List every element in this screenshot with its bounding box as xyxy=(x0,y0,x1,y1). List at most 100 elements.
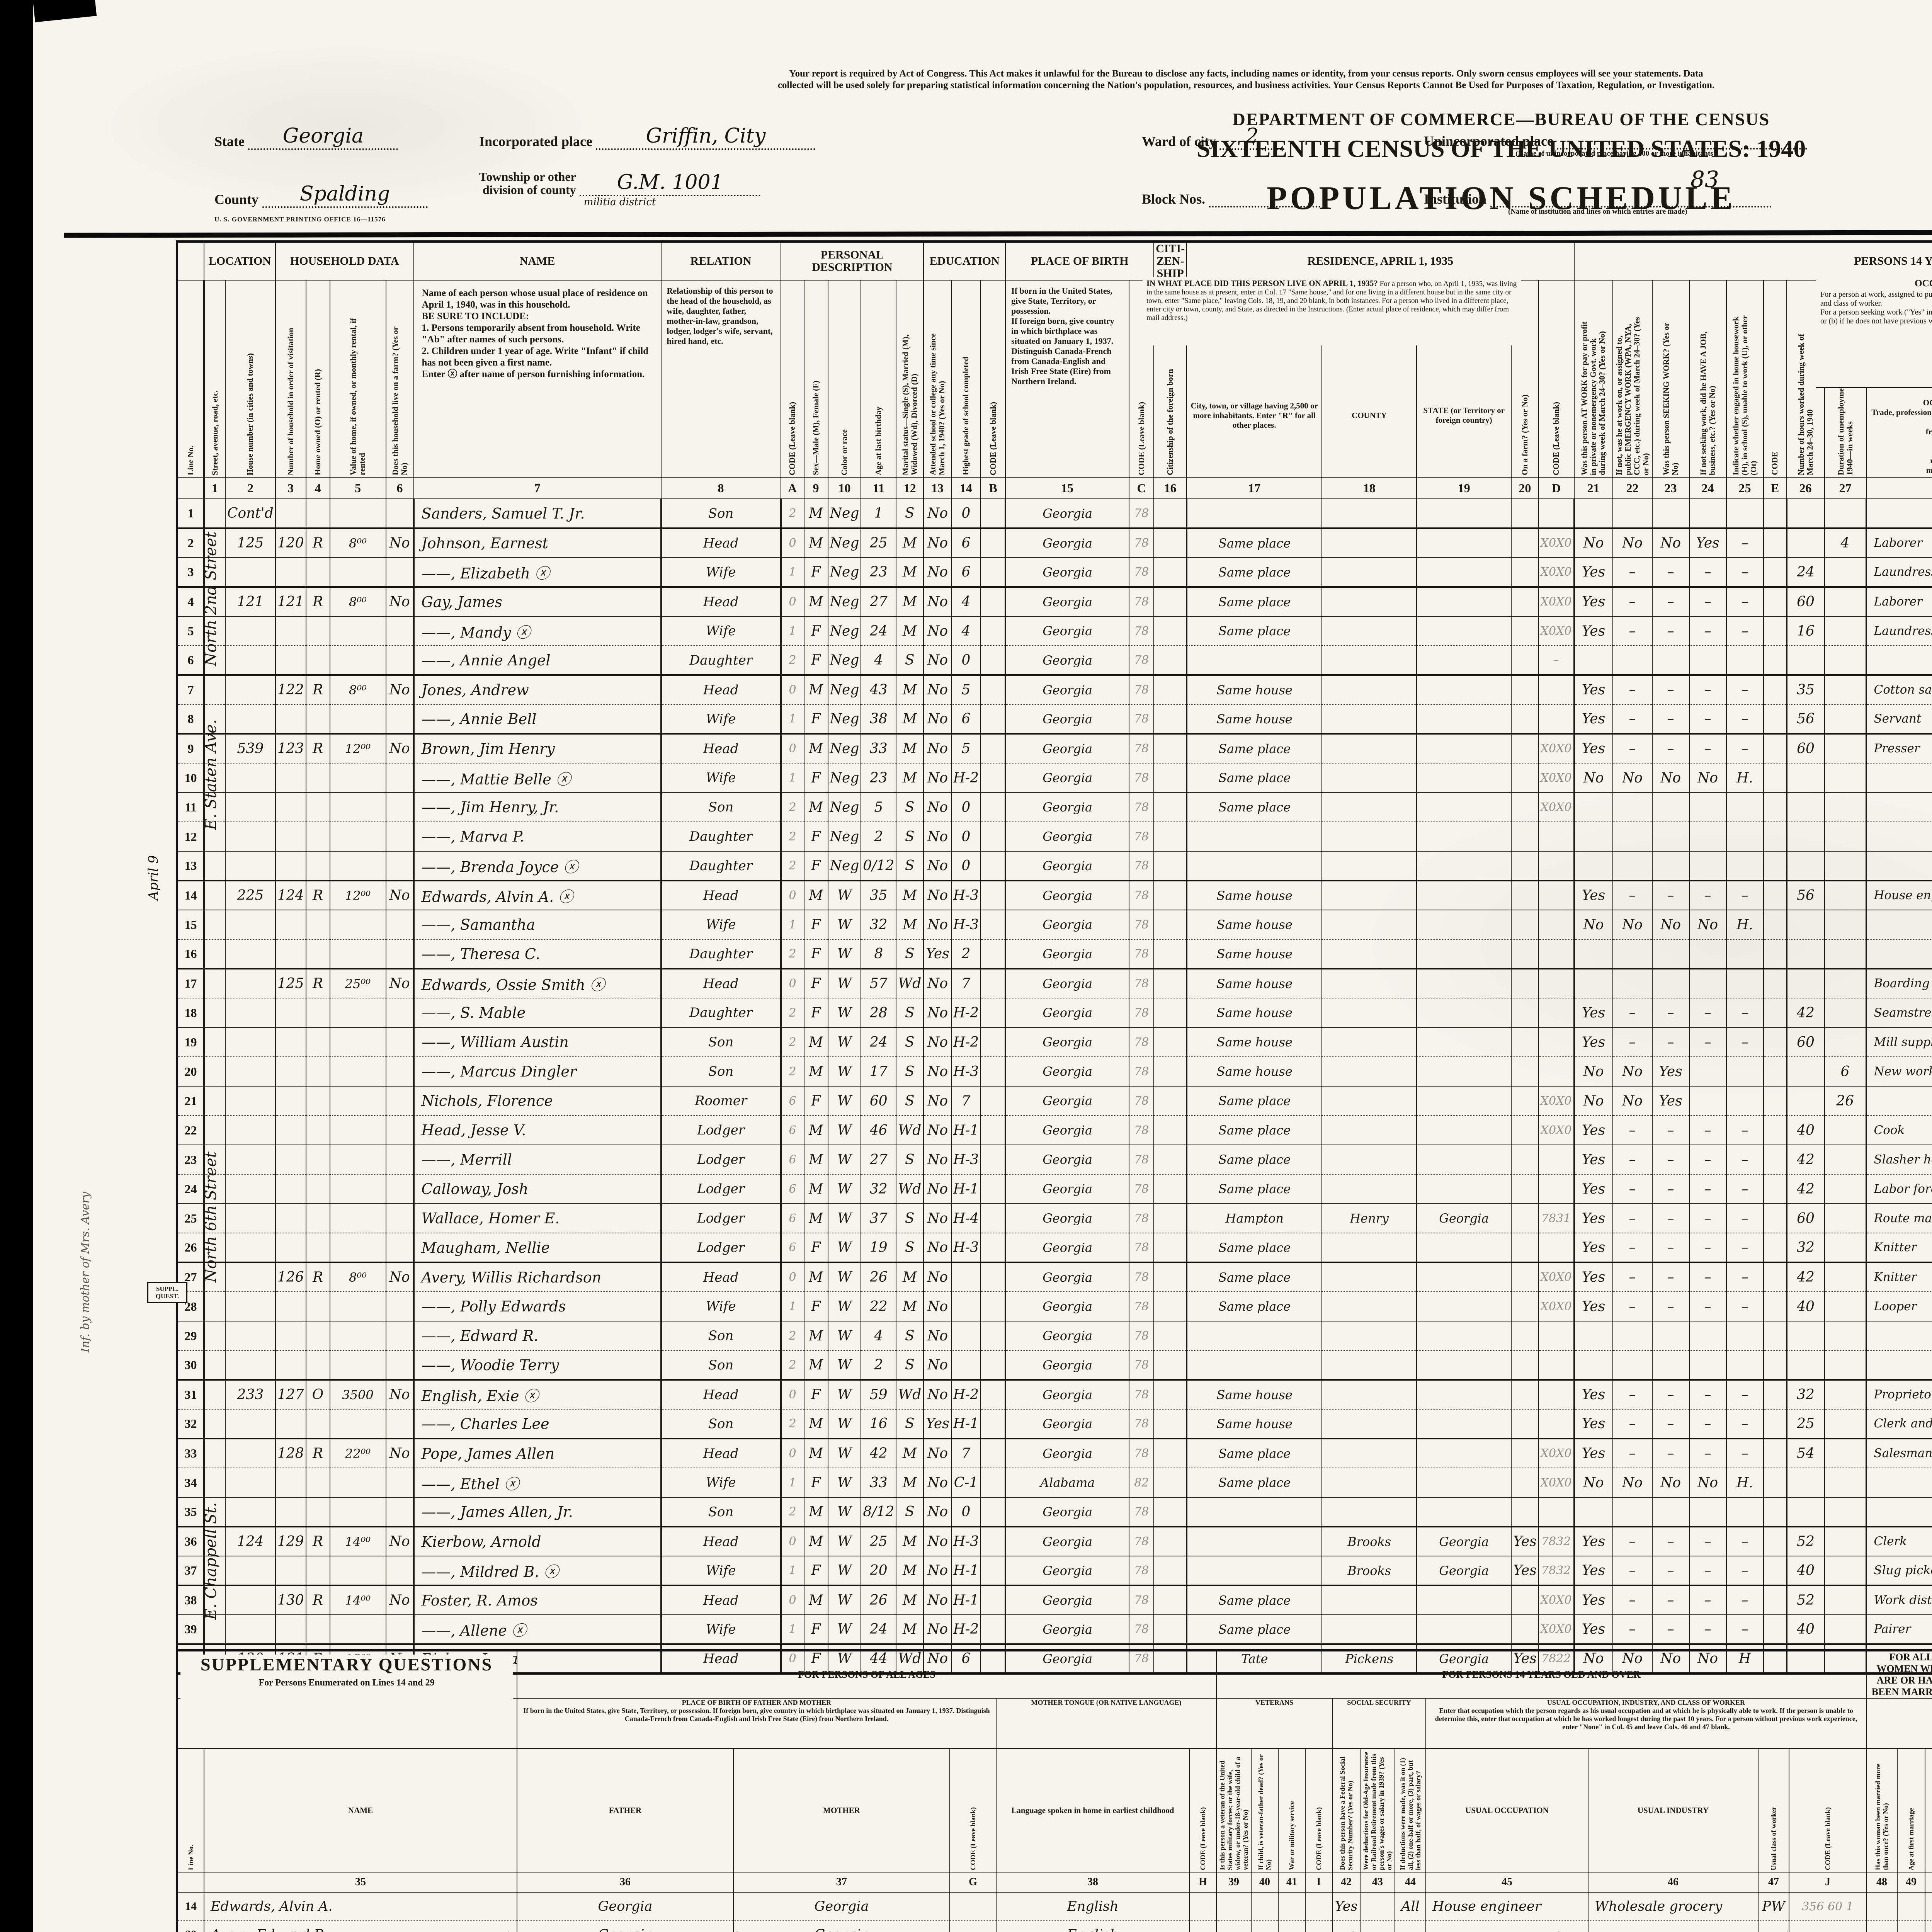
street-cell xyxy=(204,1116,226,1145)
owned-or-rented xyxy=(305,646,330,676)
sex: M xyxy=(803,793,828,822)
residence-1935-state xyxy=(1416,939,1512,969)
residence-1935-city xyxy=(1186,1527,1323,1556)
code-c: 78 xyxy=(1129,1292,1155,1321)
at-work: Yes xyxy=(1573,1204,1613,1233)
place-of-birth: Georgia xyxy=(1005,499,1130,529)
residence-1935-city: Same place xyxy=(1186,616,1323,646)
marital-status: S xyxy=(896,851,925,881)
code-b xyxy=(980,587,1007,617)
code-a: 2 xyxy=(780,822,804,852)
household-number xyxy=(275,1409,306,1439)
age: 8 xyxy=(861,939,897,969)
unemployment-duration xyxy=(1824,1174,1867,1204)
residence-1935-county xyxy=(1321,1380,1417,1410)
place-of-birth: Georgia xyxy=(1005,1086,1130,1116)
code-d xyxy=(1538,1174,1575,1204)
at-work: Yes xyxy=(1573,1027,1613,1057)
note-col21: Col. 21. WAS THIS PERSON AT WORK? Enter … xyxy=(1548,1930,1765,1932)
line-number: 38 xyxy=(177,1585,205,1615)
person-row: 1 Cont'd Sanders, Samuel T. Jr. Son 2 M … xyxy=(177,499,1932,529)
age: 20 xyxy=(861,1556,897,1586)
has-job xyxy=(1689,499,1727,529)
age: 42 xyxy=(861,1439,897,1468)
code-e xyxy=(1763,704,1787,735)
code-a: 0 xyxy=(780,587,804,617)
person-name: Kierbow, Arnold xyxy=(413,1527,662,1556)
has-job: – xyxy=(1689,616,1727,646)
line-number: 7 xyxy=(177,675,205,705)
sex: M xyxy=(803,1204,828,1233)
owned-or-rented xyxy=(305,499,330,529)
sex: M xyxy=(803,1585,828,1615)
relation: Roomer xyxy=(660,1086,782,1116)
marital-status: Wd xyxy=(896,969,925,998)
unemployment-duration xyxy=(1824,1027,1867,1057)
hours-worked: 42 xyxy=(1786,1262,1825,1292)
house-number xyxy=(225,1497,276,1527)
race: Neg xyxy=(827,558,862,588)
code-b xyxy=(980,1321,1007,1351)
code-b xyxy=(980,793,1007,822)
household-number xyxy=(275,616,306,646)
residence-1935-city: Same house xyxy=(1186,939,1323,969)
code-d: X0X0 xyxy=(1538,587,1575,617)
highest-grade: 6 xyxy=(951,704,981,735)
attended-school: No xyxy=(923,881,952,910)
household-number xyxy=(275,1350,306,1381)
line-number: 13 xyxy=(177,851,205,881)
person-name: ——, Edward R. xyxy=(413,1321,662,1351)
street-cell xyxy=(204,1027,226,1057)
residence-1935-state xyxy=(1416,1262,1512,1292)
emergency-work: – xyxy=(1612,558,1653,588)
column-description: Name of each person whose usual place of… xyxy=(413,280,662,478)
marital-status: S xyxy=(896,1350,925,1381)
column-description: Color or race xyxy=(827,280,862,478)
institution-field: Institution (Name of institution and lin… xyxy=(1424,182,1772,216)
has-job xyxy=(1689,1350,1727,1381)
column-number: E xyxy=(1763,477,1787,499)
residence-1935-farm xyxy=(1511,616,1539,646)
code-c: 78 xyxy=(1129,558,1155,588)
attended-school: No xyxy=(923,1585,952,1615)
code-a: 2 xyxy=(780,1497,804,1527)
person-name: ——, Annie Angel xyxy=(413,646,662,676)
seeking-work: – xyxy=(1651,1409,1690,1439)
housework-school-other: – xyxy=(1726,881,1764,910)
farm-household: No xyxy=(385,881,415,910)
home-value xyxy=(329,1145,386,1175)
age: 33 xyxy=(861,1468,897,1498)
street-cell xyxy=(204,646,226,676)
code-c: 78 xyxy=(1129,969,1155,998)
occupation xyxy=(1866,646,1932,676)
supp-column-number: 43 xyxy=(1360,1872,1395,1893)
race: W xyxy=(827,1262,862,1292)
age: 4 xyxy=(861,1321,897,1351)
code-b xyxy=(980,1409,1007,1439)
farm-household xyxy=(385,939,415,969)
person-name: ——, Samantha xyxy=(413,910,662,940)
residence-1935-farm xyxy=(1511,969,1539,998)
at-work: Yes xyxy=(1573,1585,1613,1615)
code-d: X0X0 xyxy=(1538,1292,1575,1321)
code-a: 2 xyxy=(780,1321,804,1351)
unincorporated-place-field: Unincorporated place (Name of unincorpor… xyxy=(1424,124,1808,158)
citizenship xyxy=(1153,704,1188,735)
owned-or-rented xyxy=(305,1615,330,1645)
house-number xyxy=(225,1204,276,1233)
line-number: 32 xyxy=(177,1409,205,1439)
deduction-portion: All xyxy=(1395,1892,1426,1921)
house-number xyxy=(225,1057,276,1087)
house-number: Cont'd xyxy=(225,499,276,529)
person-row: 18 ——, S. Mable Daughter 2 F W xyxy=(177,998,1932,1028)
code-d xyxy=(1538,881,1575,910)
occupation xyxy=(1866,793,1932,822)
has-job: – xyxy=(1689,1439,1727,1468)
code-e xyxy=(1763,969,1787,998)
housework-school-other: – xyxy=(1726,1409,1764,1439)
house-number xyxy=(225,1350,276,1381)
supp-column-number: 41 xyxy=(1278,1872,1306,1893)
has-job xyxy=(1689,1497,1727,1527)
code-a: 6 xyxy=(780,1086,804,1116)
residence-1935-farm xyxy=(1511,1380,1539,1410)
